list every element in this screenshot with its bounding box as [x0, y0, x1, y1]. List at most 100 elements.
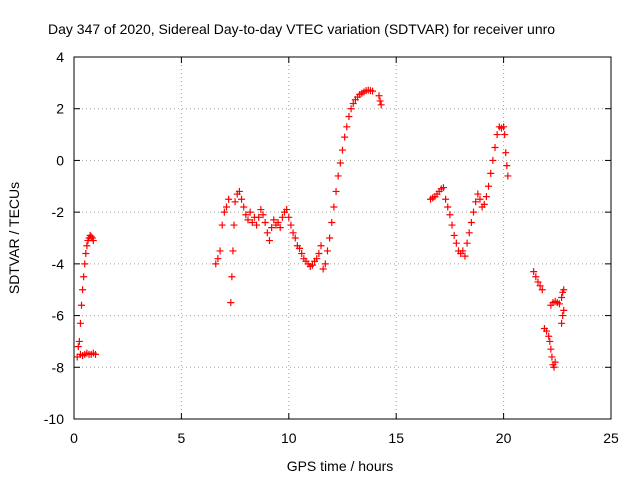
x-tick-label: 20: [496, 430, 512, 446]
data-point: [349, 100, 357, 108]
y-tick-label: -4: [52, 256, 65, 272]
data-point: [265, 237, 273, 245]
y-tick-label: -8: [52, 359, 65, 375]
data-point: [369, 87, 377, 95]
data-point: [212, 260, 220, 268]
data-point: [291, 234, 299, 242]
x-tick-labels: 0 5 10 15 20 25: [70, 430, 619, 446]
data-point: [482, 193, 490, 201]
data-point: [255, 213, 263, 221]
data-point: [463, 239, 471, 247]
data-point: [336, 159, 344, 167]
data-point: [317, 242, 325, 250]
data-point: [560, 306, 568, 314]
data-point: [274, 218, 282, 226]
data-point: [244, 216, 252, 224]
data-point: [375, 92, 383, 100]
data-point: [558, 319, 566, 327]
data-point: [91, 350, 99, 358]
series-1: [73, 231, 99, 361]
data-point: [341, 133, 349, 141]
data-point: [345, 112, 353, 120]
data-point: [76, 319, 84, 327]
data-point: [377, 101, 385, 109]
data-point: [270, 216, 278, 224]
data-point: [452, 239, 460, 247]
data-point: [347, 105, 355, 113]
data-point: [555, 300, 563, 308]
data-point: [536, 282, 544, 290]
data-point: [343, 123, 351, 131]
data-point: [558, 293, 566, 301]
data-point: [334, 172, 342, 180]
data-point: [229, 247, 237, 255]
data-point: [545, 332, 553, 340]
data-point: [214, 255, 222, 263]
data-point: [491, 144, 499, 151]
x-tick-label: 10: [281, 430, 297, 446]
y-axis-label: SDTVAR / TECUs: [6, 182, 22, 294]
chart-title: Day 347 of 2020, Sidereal Day-to-day VTE…: [48, 21, 555, 37]
axis-ticks: [73, 56, 612, 420]
x-tick-label: 0: [70, 430, 78, 446]
data-point: [485, 182, 493, 190]
data-point: [444, 203, 452, 211]
x-tick-label: 15: [388, 430, 404, 446]
plot-frame: [73, 56, 612, 420]
data-point: [550, 363, 558, 371]
data-point: [259, 211, 267, 219]
data-point: [332, 187, 340, 195]
data-point: [501, 131, 509, 139]
data-point: [559, 312, 567, 320]
data-point: [231, 198, 239, 206]
data-point: [248, 218, 256, 226]
data-point: [339, 146, 346, 154]
data-point: [543, 327, 551, 335]
data-point: [83, 242, 91, 250]
data-point: [472, 198, 480, 206]
data-point: [287, 221, 295, 229]
data-point: [75, 337, 83, 345]
data-point: [78, 301, 86, 309]
data-point: [504, 172, 512, 180]
data-point: [242, 211, 250, 219]
y-tick-label: -10: [44, 411, 64, 427]
data-point: [246, 208, 254, 216]
data-point: [467, 218, 475, 226]
data-point: [278, 213, 286, 221]
data-point: [298, 250, 306, 258]
data-point: [220, 208, 228, 216]
data-point: [80, 273, 88, 281]
data-point: [87, 233, 95, 241]
data-point: [489, 156, 497, 164]
data-point: [461, 252, 469, 260]
y-tick-labels: 4 2 0 -2 -4 -6 -8 -10: [44, 49, 64, 427]
data-point: [530, 268, 538, 276]
data-point: [546, 337, 554, 345]
data-point: [223, 203, 231, 211]
data-point: [442, 195, 450, 203]
data-point: [328, 218, 336, 226]
data-point: [323, 247, 331, 255]
data-point: [308, 261, 316, 269]
series-4: [530, 268, 568, 371]
data-point: [547, 345, 555, 353]
y-tick-label: 2: [56, 101, 64, 117]
data-points: [73, 86, 568, 371]
data-point: [448, 221, 456, 229]
data-point: [261, 218, 269, 226]
data-point: [502, 149, 510, 157]
data-point: [439, 184, 447, 192]
data-point: [326, 234, 334, 242]
data-point: [276, 224, 284, 232]
data-point: [240, 203, 248, 211]
data-point: [330, 203, 338, 211]
data-point: [487, 169, 495, 177]
data-point: [503, 162, 511, 170]
y-tick-label: -2: [52, 204, 65, 220]
y-tick-label: -6: [52, 308, 65, 324]
data-point: [230, 221, 238, 229]
y-tick-label: 4: [56, 49, 64, 65]
data-point: [560, 286, 568, 294]
